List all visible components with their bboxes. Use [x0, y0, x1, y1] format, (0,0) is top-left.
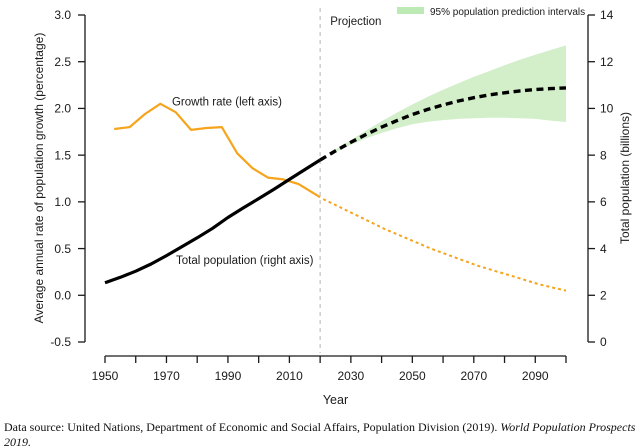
left-axis-tick-label: -0.5: [50, 335, 71, 349]
x-axis-title: Year: [323, 393, 348, 407]
series-layer: [104, 86, 567, 292]
right-axis-tick-label: 4: [600, 242, 607, 256]
left-axis-tick-label: 0.0: [54, 288, 71, 302]
right-axis-title: Total population (billions): [618, 112, 632, 244]
population-observed-line: [104, 158, 321, 285]
growth-rate-projected-line: [322, 198, 567, 292]
band-layer: [335, 45, 566, 153]
legend-label: 95% population prediction intervals: [430, 7, 585, 18]
x-axis-tick-label: 1970: [153, 369, 180, 383]
right-axis-tick-label: 14: [600, 8, 614, 22]
left-axis-title: Average annual rate of population growth…: [32, 33, 46, 324]
growth-rate-observed-line: [114, 102, 321, 199]
right-axis-tick-label: 6: [600, 195, 607, 209]
x-axis-tick-label: 1990: [215, 369, 242, 383]
right-axis-tick-label: 12: [600, 55, 614, 69]
legend: 95% population prediction intervals: [397, 7, 585, 18]
data-source-caption: Data source: United Nations, Department …: [4, 420, 636, 446]
left-axis-tick-label: 1.0: [54, 195, 71, 209]
left-axis-tick-label: 1.5: [54, 148, 71, 162]
axes-layer: 3.0 2.5 2.0 1.5 1.0 0.5 0.0 -0.5 14 12 10 8 6 4 2 0 1950…: [32, 8, 632, 407]
caption-source-title: World Population Prospects 2019.: [4, 420, 639, 446]
x-axis-tick-label: 2050: [399, 369, 426, 383]
x-axis-tick-label: 2090: [522, 369, 549, 383]
x-axis-tick-label: 2010: [276, 369, 303, 383]
x-axis-tick-label: 2070: [460, 369, 487, 383]
right-axis-tick-label: 10: [600, 102, 614, 116]
95-percent-prediction-interval: [335, 45, 566, 153]
left-axis-tick-label: 3.0: [54, 8, 71, 22]
caption-text: Data source: United Nations, Department …: [4, 420, 501, 434]
left-axis-tick-label: 2.0: [54, 102, 71, 116]
left-axis-tick-label: 0.5: [54, 242, 71, 256]
annotations-layer: Growth rate (left axis) Total population …: [172, 16, 381, 267]
x-axis-tick-label: 2030: [338, 369, 365, 383]
population-growth-chart: 3.0 2.5 2.0 1.5 1.0 0.5 0.0 -0.5 14 12 10 8 6 4 2 0 1950…: [32, 7, 632, 407]
projection-label: Projection: [330, 16, 381, 28]
right-axis-tick-label: 0: [600, 335, 607, 349]
legend-swatch: [397, 7, 424, 14]
right-axis-tick-label: 8: [600, 148, 607, 162]
growth-rate-label: Growth rate (left axis): [172, 97, 282, 109]
x-axis-tick-label: 1950: [92, 369, 119, 383]
right-axis-tick-label: 2: [600, 288, 607, 302]
total-population-label: Total population (right axis): [176, 255, 314, 267]
left-axis-tick-label: 2.5: [54, 55, 71, 69]
population-projected-line: [319, 86, 567, 162]
